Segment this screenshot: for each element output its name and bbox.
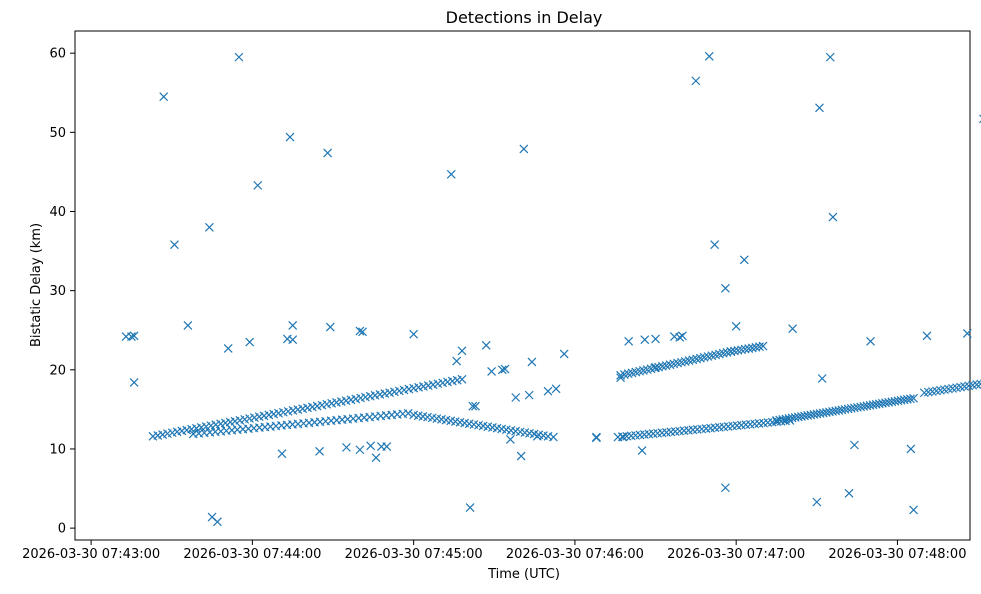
data-point — [829, 213, 837, 221]
data-point — [525, 391, 533, 399]
data-point — [506, 435, 514, 443]
plot-frame — [75, 31, 970, 540]
data-point — [324, 149, 332, 157]
data-point — [170, 241, 178, 249]
data-point — [213, 518, 221, 526]
data-point — [453, 357, 461, 365]
x-axis-label: Time (UTC) — [487, 567, 560, 582]
data-point — [278, 450, 286, 458]
data-point — [372, 454, 380, 462]
y-tick-label: 40 — [49, 205, 66, 220]
data-point — [789, 325, 797, 333]
data-point — [289, 336, 297, 344]
data-point — [815, 104, 823, 112]
data-point — [254, 181, 262, 189]
data-point — [458, 347, 466, 355]
data-point — [130, 378, 138, 386]
data-point — [224, 344, 232, 352]
data-point — [383, 443, 391, 451]
data-point — [867, 337, 875, 345]
data-point — [676, 333, 684, 341]
data-point — [845, 489, 853, 497]
x-tick-label: 2026-03-30 07:45:00 — [345, 547, 483, 562]
data-point — [907, 445, 915, 453]
data-point — [552, 385, 560, 393]
data-point — [482, 341, 490, 349]
data-point — [678, 332, 686, 340]
data-point — [652, 335, 660, 343]
data-point — [458, 375, 466, 383]
data-point — [289, 321, 297, 329]
data-point — [721, 484, 729, 492]
data-point — [813, 498, 821, 506]
data-point — [410, 330, 418, 338]
data-point — [326, 323, 334, 331]
data-point — [923, 332, 931, 340]
chart-title: Detections in Delay — [446, 8, 603, 27]
data-point — [705, 52, 713, 60]
data-point — [447, 170, 455, 178]
y-tick-label: 20 — [49, 363, 66, 378]
data-point — [850, 441, 858, 449]
data-point — [316, 447, 324, 455]
data-point — [404, 409, 412, 417]
data-point — [342, 443, 350, 451]
y-axis: 0 10 20 30 40 50 60 — [49, 47, 75, 537]
data-point — [184, 321, 192, 329]
data-point — [732, 322, 740, 330]
x-tick-label: 2026-03-30 07:48:00 — [828, 547, 966, 562]
data-point — [517, 452, 525, 460]
data-point — [528, 358, 536, 366]
data-point — [544, 432, 552, 440]
data-point — [544, 387, 552, 395]
x-tick-label: 2026-03-30 07:44:00 — [183, 547, 321, 562]
data-point — [638, 447, 646, 455]
y-tick-label: 0 — [58, 522, 66, 537]
data-point — [740, 256, 748, 264]
data-point — [466, 504, 474, 512]
data-point — [160, 93, 168, 101]
data-point — [512, 394, 520, 402]
data-point — [818, 375, 826, 383]
data-point — [235, 53, 243, 61]
data-point — [367, 442, 375, 450]
y-axis-label: Bistatic Delay (km) — [29, 223, 44, 347]
data-point — [488, 367, 496, 375]
y-tick-label: 50 — [49, 126, 66, 141]
x-tick-label: 2026-03-30 07:46:00 — [506, 547, 644, 562]
y-tick-label: 10 — [49, 442, 66, 457]
data-point — [721, 284, 729, 292]
y-tick-label: 60 — [49, 47, 66, 62]
data-point — [356, 446, 364, 454]
data-point — [826, 53, 834, 61]
data-point — [560, 350, 568, 358]
data-point — [592, 433, 600, 441]
data-point — [625, 337, 633, 345]
data-point — [711, 241, 719, 249]
data-point — [692, 77, 700, 85]
data-point — [286, 133, 294, 141]
data-point — [910, 506, 918, 514]
x-axis: 2026-03-30 07:43:00 2026-03-30 07:44:00 20… — [22, 540, 966, 562]
data-points — [122, 50, 981, 526]
data-point — [246, 338, 254, 346]
y-tick-label: 30 — [49, 284, 66, 299]
x-tick-label: 2026-03-30 07:47:00 — [667, 547, 805, 562]
data-point — [205, 223, 213, 231]
data-point — [641, 336, 649, 344]
data-point — [520, 145, 528, 153]
x-tick-label: 2026-03-30 07:43:00 — [22, 547, 160, 562]
